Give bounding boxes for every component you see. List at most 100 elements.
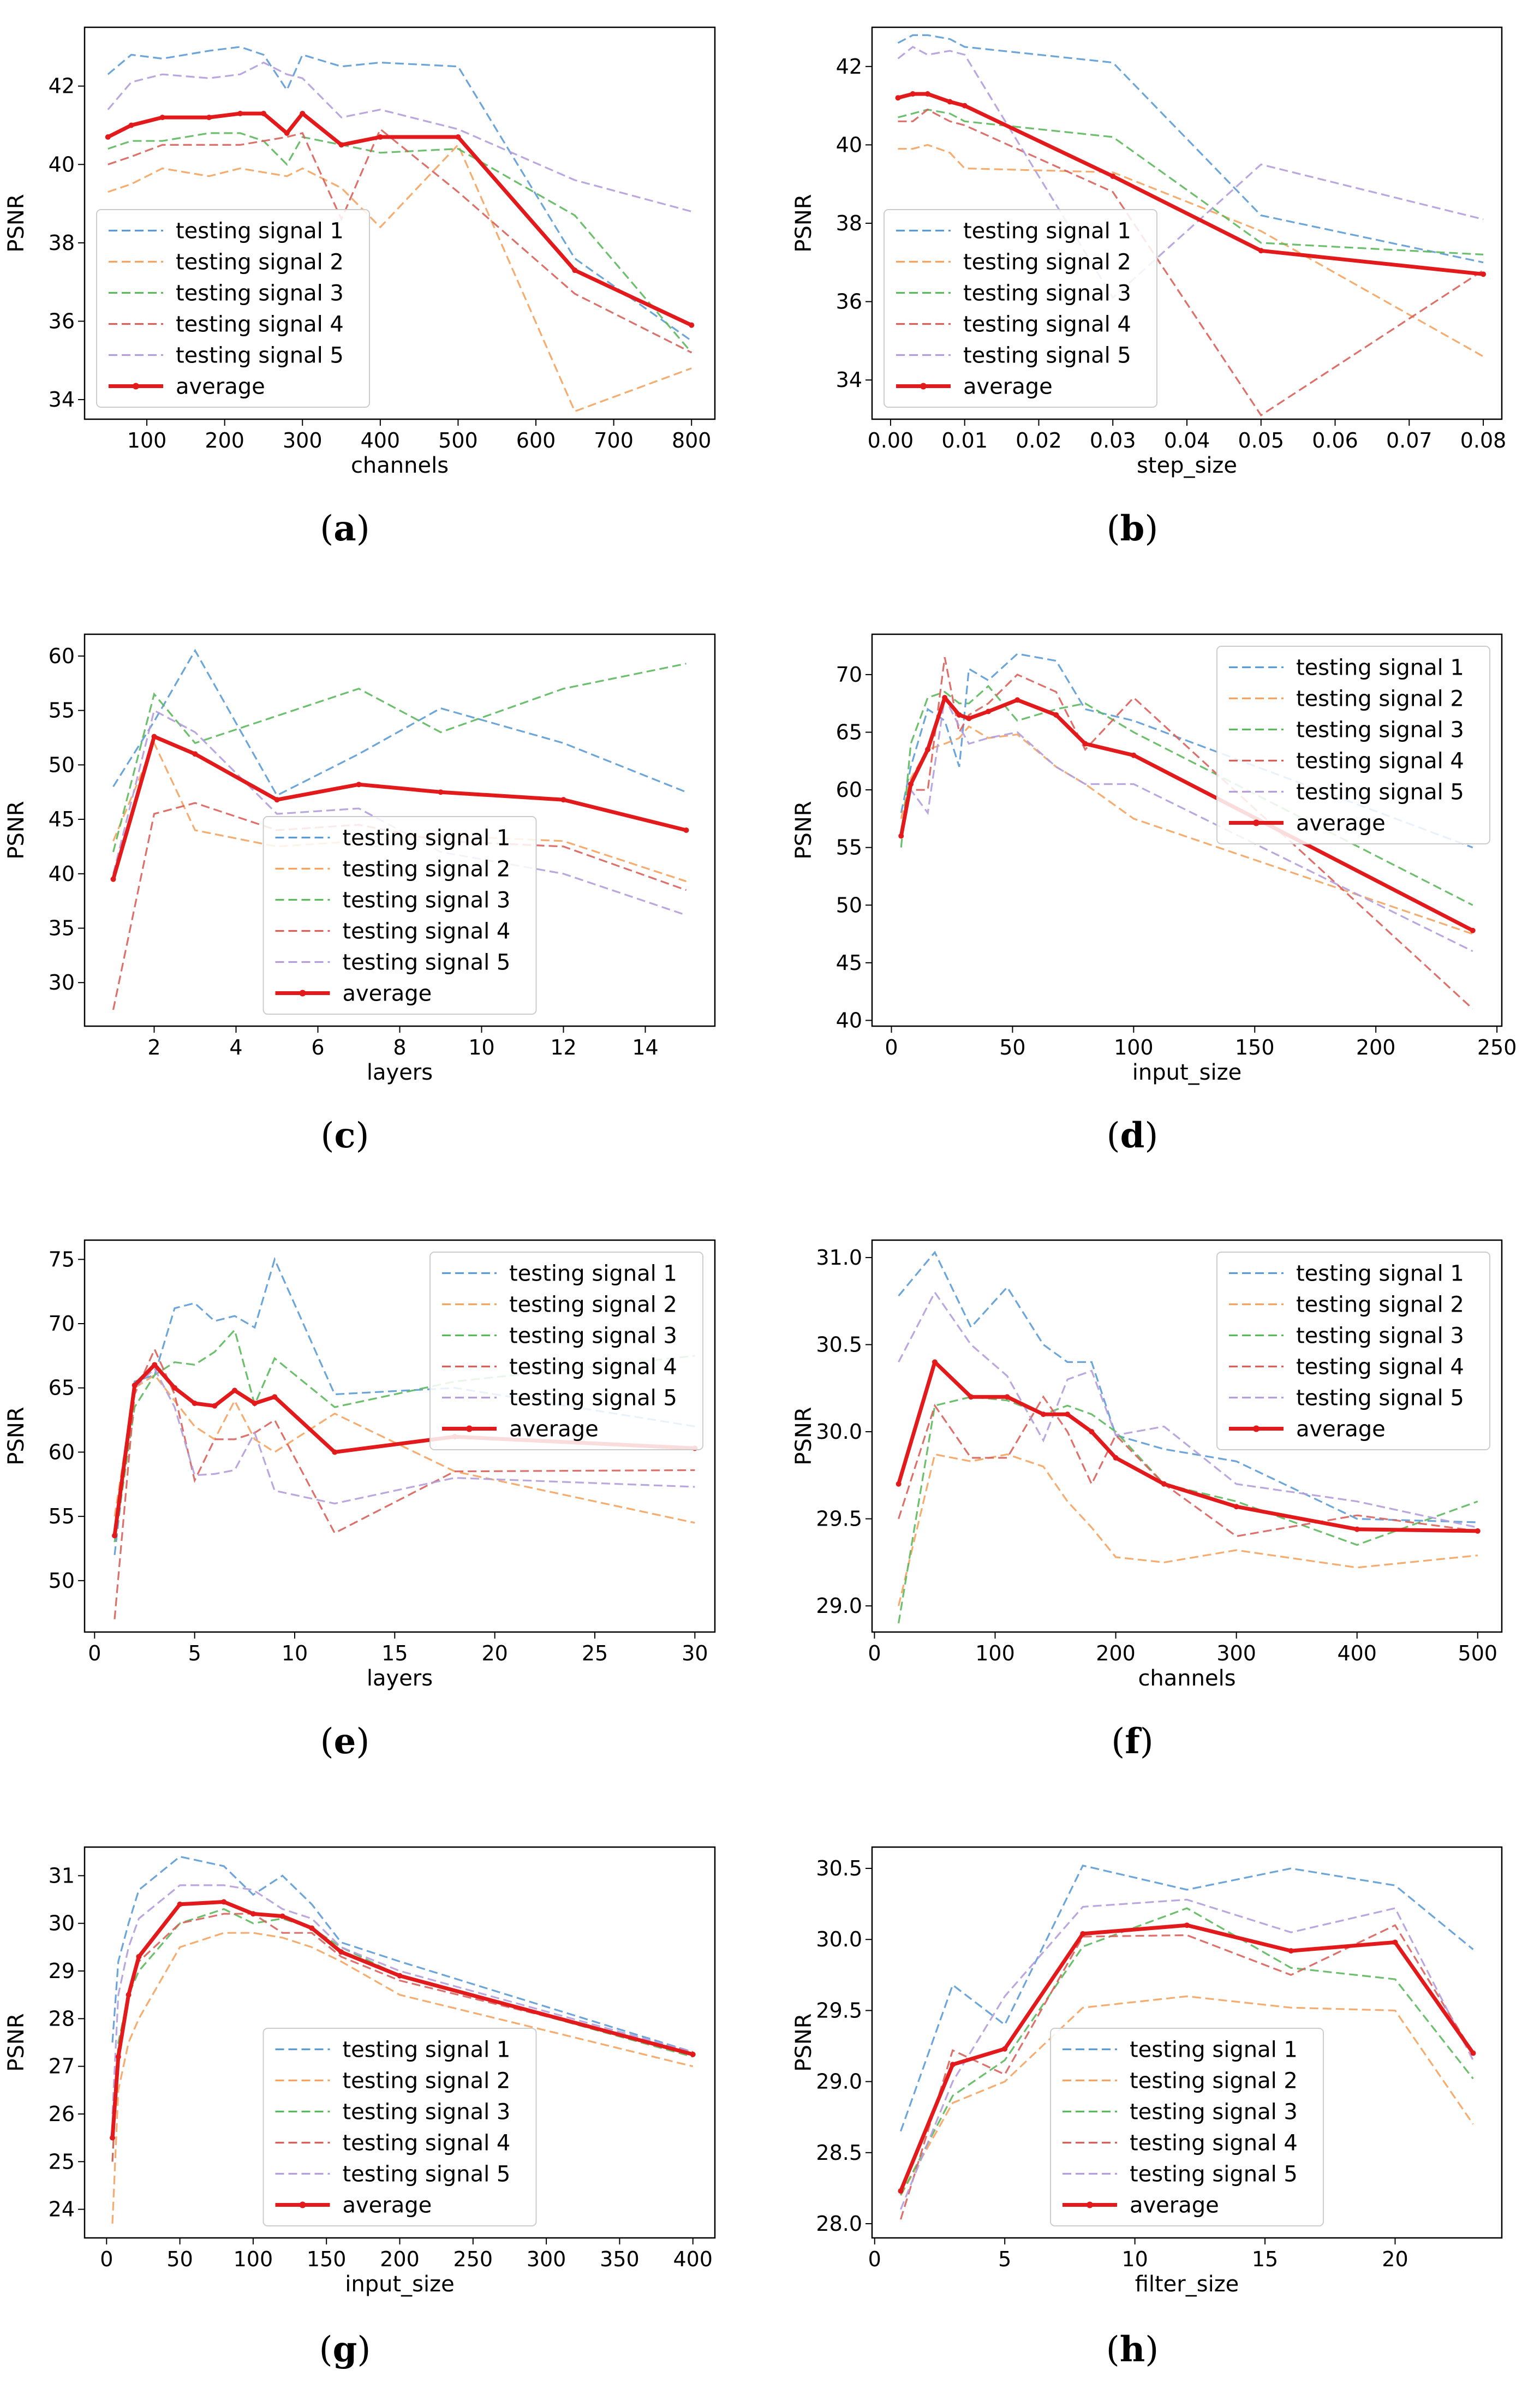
series-line-signal-4 [898,108,1484,417]
series-lines [110,1855,696,2224]
legend-marker [1253,819,1260,826]
legend: testing signal 1 testing signal 2 testing … [262,2028,537,2226]
average-point [908,781,914,787]
average-point [192,751,198,757]
average-point [332,1449,338,1455]
average-point [136,1954,142,1960]
x-tick-label: 20 [1382,2247,1408,2271]
y-axis-label: PSNR [4,1407,29,1465]
average-point [115,2054,121,2060]
panel-caption: (c) [321,1115,369,1156]
average-point [1053,712,1059,718]
y-tick-label: 60 [49,1440,75,1464]
x-tick-label: 0.03 [1090,428,1136,452]
average-point [986,708,992,714]
legend-label: testing signal 2 [509,1293,677,1318]
y-tick-label: 27 [49,2054,75,2079]
average-point [438,789,444,795]
x-tick-label: 25 [582,1641,608,1665]
legend-label: testing signal 4 [343,2131,511,2156]
x-tick-label: 300 [283,428,323,452]
x-tick-label: 5 [998,2247,1011,2271]
legend-label: testing signal 5 [343,950,511,975]
x-tick-label: 150 [1235,1035,1275,1059]
legend-marker [1087,2201,1093,2208]
series-line-signal-1 [900,653,1473,849]
average-point [895,95,901,101]
average-point [159,115,165,121]
legend-marker [466,1425,473,1432]
x-tick-label: 150 [307,2247,347,2271]
average-point [1161,1481,1167,1487]
legend-label: testing signal 2 [1130,2069,1298,2094]
x-tick-label: 0 [868,2247,881,2271]
x-tick-label: 15 [1252,2247,1278,2271]
average-point [172,1385,177,1391]
x-tick-label: 12 [550,1035,576,1059]
average-point [112,1533,117,1539]
legend-label: testing signal 2 [343,857,511,882]
series-lines [898,653,1476,1010]
x-tick-label: 0 [100,2247,113,2271]
axes-frame [83,26,716,420]
x-tick-label: 300 [527,2247,566,2271]
y-axis-label: PSNR [4,2013,29,2071]
y-tick-label: 36 [836,290,862,314]
legend-label: testing signal 4 [1296,1355,1464,1380]
legend-label: testing signal 1 [1296,1261,1464,1287]
average-point [105,134,111,140]
x-tick-label: 0 [868,1641,881,1665]
legend-label: testing signal 4 [1296,749,1464,774]
series-line-signal-5 [107,61,692,213]
legend-label: testing signal 5 [176,343,344,368]
legend-label: testing signal 5 [1296,780,1464,805]
series-line-signal-1 [114,1256,695,1555]
legend-label: testing signal 1 [509,1261,677,1287]
legend-label: testing signal 1 [1130,2038,1298,2063]
series-line-signal-3 [900,684,1473,906]
series-line-average [111,735,687,880]
y-tick-label: 34 [836,368,862,392]
average-point [221,1899,227,1905]
average-point [1392,1939,1398,1945]
average-point [950,2062,956,2068]
legend-label: testing signal 1 [963,219,1131,244]
average-point [924,91,930,97]
x-tick-label: 50 [166,2247,193,2271]
y-tick-label: 30 [49,1911,75,1936]
legend-label: testing signal 5 [509,1386,677,1411]
x-tick-label: 15 [381,1641,408,1665]
legend: testing signal 1 testing signal 2 testing … [262,816,537,1015]
legend-label: average [343,2193,432,2218]
average-point [377,134,383,140]
x-tick-label: 0.02 [1016,428,1062,452]
series-line-signal-3 [112,663,687,853]
legend-box [884,209,1157,408]
legend-box [96,209,370,408]
y-axis-label: PSNR [791,194,816,252]
average-point [212,1403,218,1409]
y-tick-label: 36 [49,309,75,334]
axes-frame [871,1846,1503,2239]
y-tick-label: 28 [49,2006,75,2030]
series-lines [895,34,1487,417]
x-tick-label: 100 [127,428,167,452]
average-point [272,1394,278,1400]
average-point [110,876,116,882]
y-tick-label: 60 [836,778,862,802]
x-tick-label: 200 [205,428,244,452]
series-line-average [110,1899,694,2138]
y-tick-label: 31 [49,1863,75,1887]
x-tick-label: 14 [632,1035,658,1059]
average-point [1131,752,1137,758]
legend-label: testing signal 2 [343,2069,511,2094]
chart-panel-h: 0 5 10 15 20 28.0 28.5 29.0 29.5 30.0 30.5 filter_s… [791,1846,1503,2370]
legend-box [1216,646,1490,844]
series-line-signal-1 [899,1864,1474,2132]
average-point [274,797,280,803]
legend-label: testing signal 1 [176,219,344,244]
legend-label: testing signal 3 [1296,718,1464,743]
y-tick-label: 28.5 [816,2141,862,2165]
legend-label: average [343,981,432,1007]
